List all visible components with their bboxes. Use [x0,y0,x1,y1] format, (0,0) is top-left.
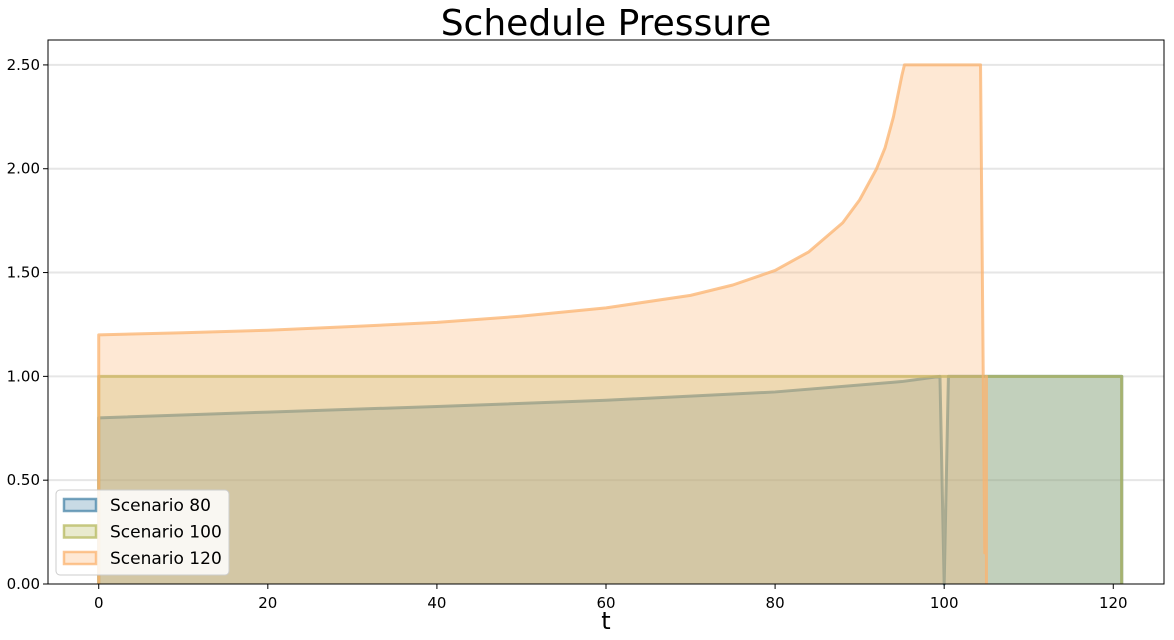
x-tick-label: 0 [94,594,104,612]
y-tick-label: 1.50 [7,264,40,282]
legend-swatch-1 [62,497,98,513]
y-tick-label: 0.50 [7,471,40,489]
legend-swatch-3 [62,550,98,566]
x-axis: 0 20 40 60 80 100 120 [94,584,1128,612]
x-tick-label: 100 [930,594,959,612]
x-tick-label: 120 [1099,594,1128,612]
x-axis-label: t [601,607,610,635]
legend: Scenario 80 Scenario 100 Scenario 120 [55,489,230,576]
x-tick-label: 60 [596,594,615,612]
y-tick-label: 2.00 [7,160,40,178]
series-line-3 [97,63,988,584]
x-tick-label: 40 [427,594,446,612]
legend-swatch-2 [62,524,98,539]
x-tick-label: 20 [258,594,277,612]
series-area-3 [98,64,987,585]
legend-label-1: Scenario 80 [110,496,211,516]
y-axis: 0.00 0.50 1.00 1.50 2.00 2.50 [7,56,48,593]
series-area-1 [98,376,1122,584]
y-tick-label: 2.50 [7,56,40,74]
legend-label-3: Scenario 120 [110,549,222,569]
series-layer [97,63,1124,586]
chart-title: Schedule Pressure [441,3,772,44]
legend-label-2: Scenario 100 [110,523,222,543]
series-area-2 [98,376,1122,584]
x-tick-label: 80 [766,594,785,612]
legend-box [55,489,230,576]
y-tick-label: 1.00 [7,367,40,385]
y-tick-label: 0.00 [7,575,40,593]
